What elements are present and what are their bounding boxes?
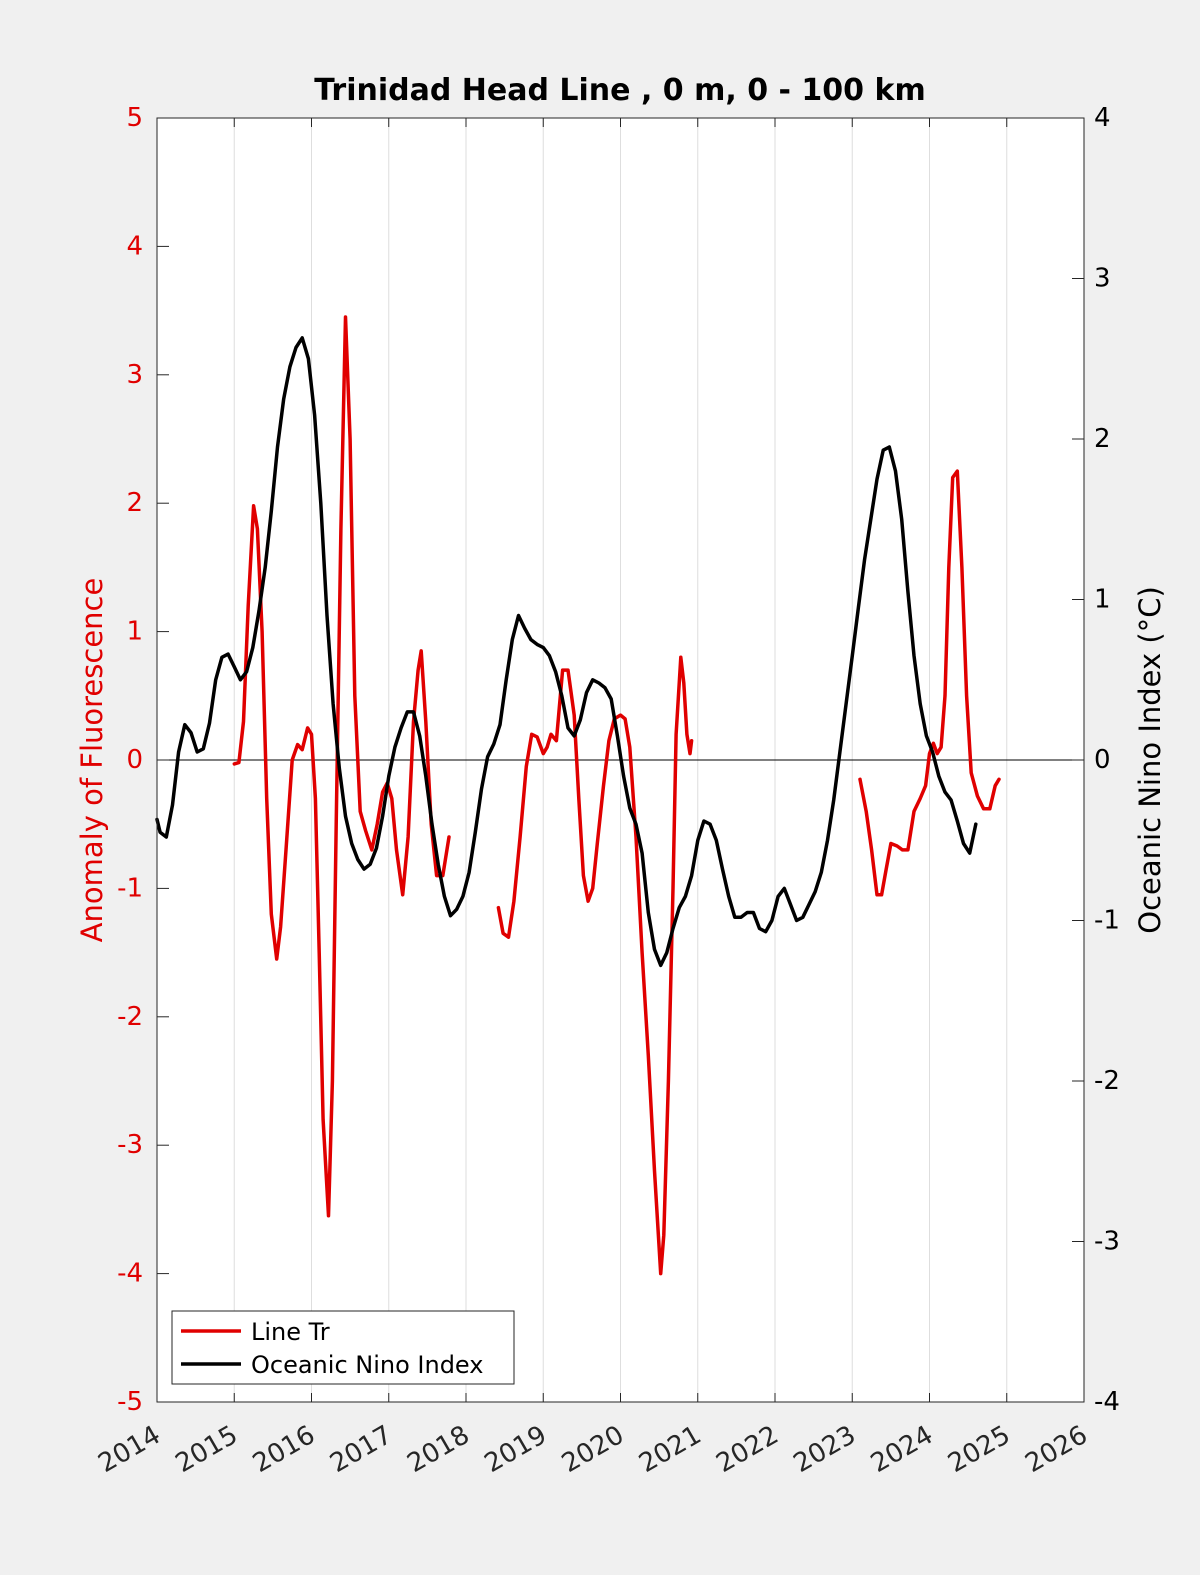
- legend-label-oni: Oceanic Nino Index: [251, 1351, 483, 1379]
- series-line-line-tr-0: [232, 315, 451, 1218]
- x-tick-label: 2016: [248, 1420, 320, 1479]
- left-axis: -5 -4 -3 -2 -1 0 1 2 3 4 5: [117, 103, 169, 1417]
- left-axis-label: Anomaly of Fluorescence: [75, 578, 109, 943]
- x-tick-label: 2022: [711, 1420, 783, 1479]
- left-tick-label: 2: [126, 488, 143, 518]
- right-tick-label: 4: [1094, 103, 1111, 133]
- x-tick-label: 2019: [480, 1420, 552, 1479]
- right-tick-label: -3: [1094, 1227, 1120, 1257]
- x-tick-label: 2018: [402, 1420, 474, 1479]
- x-tick-label: 2024: [866, 1420, 938, 1479]
- x-tick-label: 2021: [634, 1420, 706, 1479]
- left-tick-label: 0: [126, 745, 143, 775]
- left-tick-label: -5: [117, 1387, 143, 1417]
- series-line-oceanic-nino-index-0: [155, 336, 978, 968]
- right-tick-label: -1: [1094, 906, 1120, 936]
- series-layer: [155, 315, 1001, 1276]
- left-tick-label: -4: [117, 1259, 143, 1289]
- right-tick-label: 3: [1094, 264, 1111, 294]
- right-tick-label: -4: [1094, 1387, 1120, 1417]
- right-tick-label: -2: [1094, 1066, 1120, 1096]
- legend-box: [171, 1310, 515, 1385]
- x-tick-label: 2020: [557, 1420, 629, 1479]
- left-tick-label: -3: [117, 1130, 143, 1160]
- left-tick-label: 5: [126, 103, 143, 133]
- series-line-line-tr-2: [858, 469, 1001, 897]
- x-tick-label: 2026: [1020, 1420, 1092, 1479]
- left-tick-label: -1: [117, 873, 143, 903]
- x-tick-label: 2015: [171, 1420, 243, 1479]
- x-tick-label: 2023: [789, 1420, 861, 1479]
- right-tick-label: 2: [1094, 424, 1111, 454]
- right-axis-label: Oceanic Nino Index (°C): [1133, 586, 1167, 934]
- series-line-line-tr-1: [496, 655, 694, 1276]
- left-tick-label: 1: [126, 617, 143, 647]
- x-tick-label: 2014: [93, 1420, 165, 1479]
- right-tick-label: 1: [1094, 585, 1111, 615]
- left-tick-label: -2: [117, 1002, 143, 1032]
- legend: Line Tr Oceanic Nino Index: [171, 1310, 515, 1385]
- left-tick-label: 3: [126, 360, 143, 390]
- right-tick-label: 0: [1094, 745, 1111, 775]
- left-tick-label: 4: [126, 231, 143, 261]
- right-axis: -4 -3 -2 -1 0 1 2 3 4: [1072, 103, 1120, 1417]
- legend-label-line-tr: Line Tr: [251, 1318, 330, 1346]
- x-tick-label: 2025: [943, 1420, 1015, 1479]
- x-tick-label: 2017: [325, 1420, 397, 1479]
- chart-title: Trinidad Head Line , 0 m, 0 - 100 km: [314, 73, 925, 108]
